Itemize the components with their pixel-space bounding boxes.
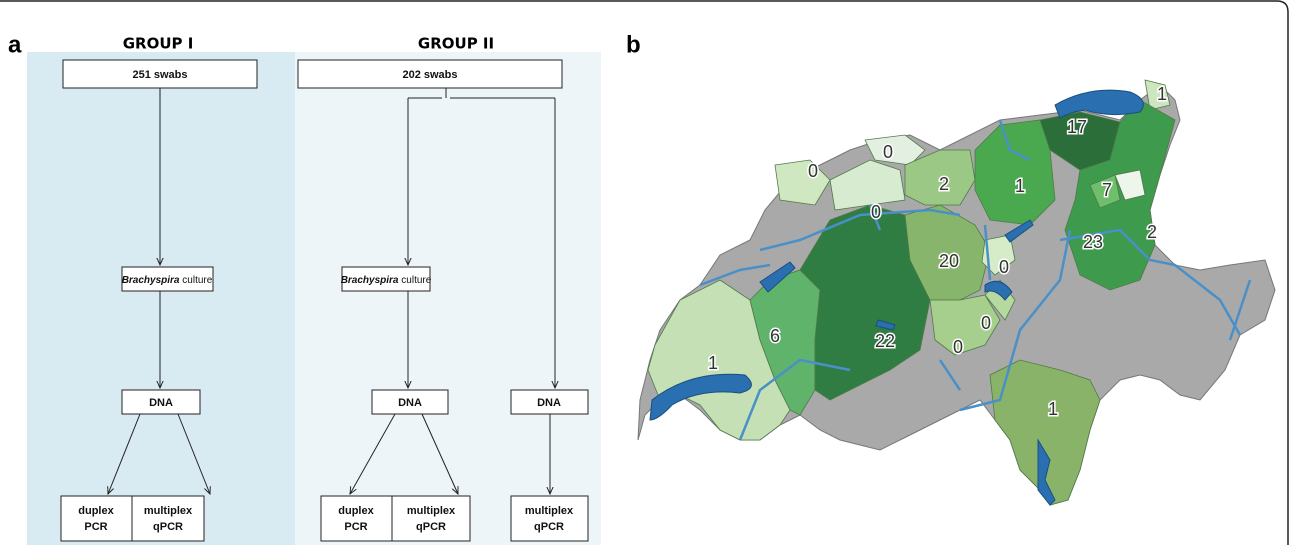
region-count: 23 <box>1083 232 1103 252</box>
region-count: 7 <box>1102 180 1112 200</box>
node-label: DNA <box>398 397 422 409</box>
node <box>321 496 392 541</box>
node <box>511 496 588 541</box>
region-count: 2 <box>939 174 949 194</box>
region-count: 20 <box>939 251 959 271</box>
region-count: 0 <box>981 313 991 333</box>
region-count: 1 <box>1048 399 1058 419</box>
node-label: DNA <box>149 397 173 409</box>
group-1-bg <box>27 52 295 545</box>
lake <box>1055 90 1143 118</box>
node-label: PCR <box>84 521 107 533</box>
node-label: Brachyspira culture <box>341 275 432 286</box>
region-count: 2 <box>1147 222 1157 242</box>
region-count: 1 <box>1015 176 1025 196</box>
node-label: DNA <box>537 397 561 409</box>
node-label: 202 swabs <box>402 69 457 81</box>
panel-label: b <box>626 31 641 58</box>
node-label: multiplex <box>525 505 574 517</box>
node <box>132 496 204 541</box>
region-count: 0 <box>999 257 1009 277</box>
node-label: duplex <box>78 505 114 517</box>
node-label: qPCR <box>534 521 564 533</box>
map <box>638 80 1275 505</box>
group-title: GROUP I <box>123 35 194 53</box>
node-label: Brachyspira culture <box>122 275 213 286</box>
region-count: 6 <box>770 326 780 346</box>
region-count: 0 <box>953 337 963 357</box>
node-label: duplex <box>338 505 374 517</box>
region-count: 0 <box>883 142 893 162</box>
node-label: multiplex <box>144 505 193 517</box>
region-count: 17 <box>1067 117 1087 137</box>
node-label: PCR <box>344 521 367 533</box>
node <box>392 496 470 541</box>
node-label: 251 swabs <box>132 69 187 81</box>
node <box>61 496 132 541</box>
node-label: qPCR <box>153 521 183 533</box>
figure: a GROUP I GROUP II 251 swabs Brachyspira… <box>0 0 1290 545</box>
panel-label: a <box>8 31 22 58</box>
region-count: 22 <box>875 331 895 351</box>
region-count: 1 <box>708 353 718 373</box>
region-count: 0 <box>808 161 818 181</box>
region-count: 1 <box>1157 84 1167 104</box>
node-label: multiplex <box>407 505 456 517</box>
region-count: 0 <box>871 202 881 222</box>
node-label: qPCR <box>416 521 446 533</box>
group-title: GROUP II <box>418 35 494 53</box>
